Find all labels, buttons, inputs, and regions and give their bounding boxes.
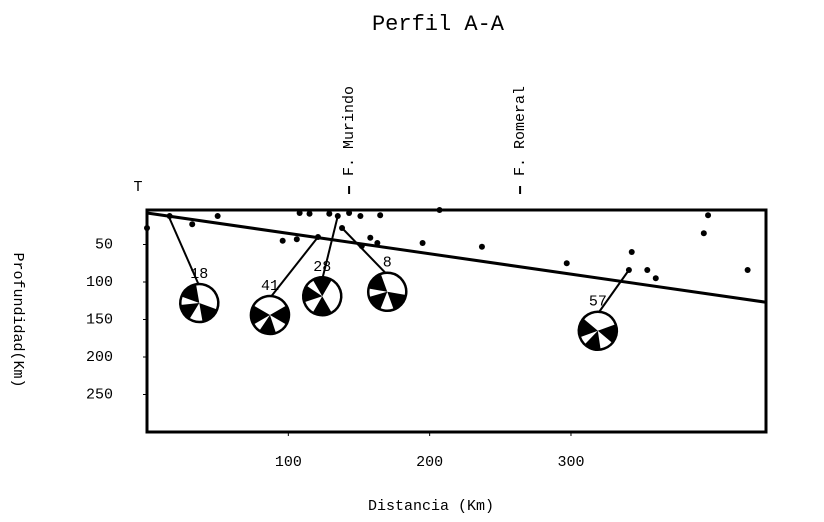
mechanism-label: 18 <box>190 266 208 283</box>
hypocenter <box>346 210 353 216</box>
mechanism-connector <box>597 269 630 315</box>
hypocenter <box>377 212 384 219</box>
y-axis-label: Profundidad(Km) <box>9 252 26 387</box>
y-tick-label: 100 <box>86 274 113 291</box>
hypocenter <box>374 240 381 246</box>
fault-label: F. Romeral <box>512 86 529 176</box>
y-tick-label: 150 <box>86 311 113 328</box>
trend-line <box>146 211 767 304</box>
hypocenter <box>644 267 651 273</box>
beachball-band <box>180 303 200 320</box>
focal-mechanism <box>179 282 220 324</box>
beachball-compression <box>312 277 332 316</box>
hypocenter <box>189 221 196 228</box>
y-tick-label: 200 <box>86 349 113 366</box>
focal-mechanism <box>249 294 291 336</box>
x-tick-label: 300 <box>557 454 584 471</box>
beachball-band <box>368 291 388 310</box>
hypocenter <box>744 267 751 273</box>
hypocenter <box>436 207 443 213</box>
mechanism-label: 28 <box>313 259 331 276</box>
focal-mechanism <box>367 271 408 312</box>
mechanism-connector <box>321 215 339 280</box>
hypocenter <box>293 236 300 243</box>
hypocenter <box>628 249 635 255</box>
corner-label: T <box>133 179 142 196</box>
y-tick-label: 250 <box>86 386 113 403</box>
x-axis-label: Distancia (Km) <box>368 498 494 515</box>
mechanism-connector <box>269 236 319 299</box>
fault-label: F. Murindo <box>341 86 358 176</box>
hypocenter <box>705 212 712 219</box>
hypocenter <box>306 210 313 217</box>
focal-mechanism <box>301 276 343 317</box>
beachball-compression <box>578 318 617 344</box>
hypocenter <box>478 243 485 250</box>
chart-title: Perfil A-A <box>372 12 505 37</box>
beachball-compression <box>250 305 289 325</box>
hypocenter <box>296 210 303 216</box>
mechanism-connector <box>167 214 201 287</box>
plot-frame <box>145 208 768 434</box>
hypocenter <box>214 213 221 219</box>
beachball-band <box>259 315 276 334</box>
hypocenter <box>357 213 364 219</box>
mechanism-connector <box>341 227 388 276</box>
y-tick-label: 50 <box>95 236 113 253</box>
hypocenter <box>144 225 150 231</box>
focal-mechanism <box>577 310 619 351</box>
beachball-compression <box>368 273 406 310</box>
beachball-band <box>303 285 323 303</box>
hypocenter <box>326 210 333 217</box>
hypocenter <box>652 275 659 282</box>
hypocenter <box>700 230 707 237</box>
beachball-band <box>584 330 601 350</box>
mechanism-label: 41 <box>261 278 279 295</box>
mechanism-label: 57 <box>589 294 607 311</box>
hypocenter <box>367 234 374 241</box>
hypocenter <box>419 240 426 246</box>
hypocenter <box>279 237 286 244</box>
x-tick-label: 100 <box>275 454 302 471</box>
beachball-compression <box>181 284 218 322</box>
x-tick-label: 200 <box>416 454 443 471</box>
hypocenter <box>563 260 570 267</box>
mechanism-label: 8 <box>383 255 392 272</box>
